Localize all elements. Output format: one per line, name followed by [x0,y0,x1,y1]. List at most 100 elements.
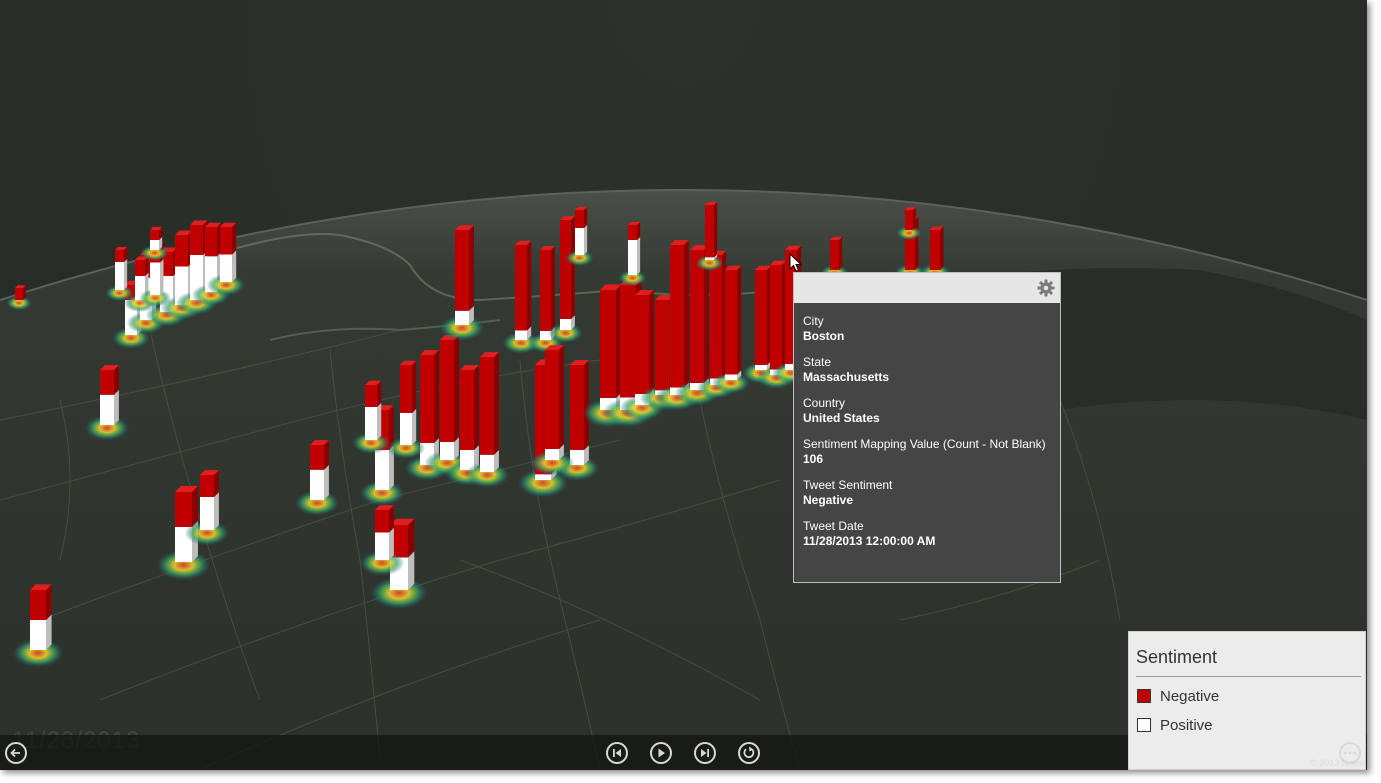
column-bar[interactable] [294,440,340,516]
negative-segment [755,270,767,365]
skip-back-button[interactable] [606,742,628,764]
skip-forward-button[interactable] [694,742,716,764]
column-bar[interactable] [12,584,64,668]
positive-segment-side [584,445,589,465]
field-label: City [803,314,824,328]
negative-segment [575,210,584,228]
negative-segment [100,370,114,395]
column-bar[interactable] [6,285,32,311]
column-cap [628,221,641,225]
positive-segment [515,330,527,340]
column-bar[interactable] [618,221,647,287]
negative-segment [115,250,124,262]
negative-segment-side [124,246,128,262]
positive-segment-side [637,236,641,275]
column-bar[interactable] [501,240,541,354]
play-button[interactable] [650,742,672,764]
heat-glow [695,254,724,272]
column-bar[interactable] [464,352,510,488]
column-bar[interactable] [359,505,405,576]
column-bar[interactable] [554,360,600,481]
column-cap [930,226,944,230]
heat-glow [517,468,569,498]
positive-segment-side [408,551,415,590]
column-bar[interactable] [711,265,751,394]
more-options-button[interactable] [1339,742,1361,764]
field-label: Country [803,396,846,410]
field-state: State Massachusetts [803,355,1051,385]
heat-glow [294,490,340,516]
negative-segment [175,492,192,527]
column-bar[interactable] [206,222,246,296]
negative-segment [220,227,232,255]
column-bar[interactable] [547,216,584,343]
column-cap [100,365,119,370]
back-button[interactable] [5,742,27,764]
map-viewport[interactable]: 11/28/2013 City Bo [0,0,1367,770]
heat-glow [386,437,426,459]
positive-segment [375,450,389,490]
positive-segment-side [114,389,119,425]
column-bar[interactable] [370,518,428,610]
column-cap [725,265,742,270]
column-bar[interactable] [351,380,391,454]
positive-segment [220,254,232,282]
heat-glow [501,332,541,354]
negative-segment [400,365,412,413]
positive-segment [115,262,124,290]
loop-button[interactable] [738,742,760,764]
column-bar[interactable] [184,470,230,546]
back-arrow-icon [10,748,20,758]
column-bar[interactable] [439,225,485,341]
legend-title: Sentiment [1136,647,1218,667]
column-bar[interactable] [84,365,130,441]
negative-segment-side [940,226,944,270]
field-value: Negative [803,493,854,507]
column-cap [175,486,198,492]
copyright-text: © 2013 Nokia [1310,758,1365,768]
column-bar[interactable] [896,207,922,241]
column-bar[interactable] [140,226,169,262]
column-cap [600,284,622,290]
column-cap [480,352,499,357]
legend-swatch-positive [1137,718,1151,732]
positive-segment-side [412,408,417,445]
column-cap [365,380,382,385]
column-cap [30,584,52,590]
legend-item-positive[interactable]: Positive [1137,716,1213,734]
loop-icon [743,746,755,759]
heat-glow [105,284,134,302]
heat-glow [359,550,405,576]
negative-segment [515,245,527,331]
negative-segment [770,265,782,370]
column-bar[interactable] [386,360,426,459]
field-city: City Boston [803,314,1051,344]
field-label: Sentiment Mapping Value (Count - Not Bla… [803,437,1046,451]
negative-segment [310,445,324,470]
gear-icon[interactable] [1036,278,1056,298]
negative-segment-side [584,360,589,450]
column-bar[interactable] [565,206,594,267]
positive-segment-side [232,250,237,282]
column-bar[interactable] [529,345,575,476]
negative-segment [710,255,722,379]
column-cap [830,236,843,240]
negative-segment-side [434,350,439,443]
negative-segment-side [46,584,52,620]
negative-segment [150,230,159,240]
positive-segment [460,450,474,470]
column-cap [400,360,417,365]
column-cap [755,265,772,270]
column-bar[interactable] [105,246,134,302]
legend-item-negative[interactable]: Negative [1137,687,1219,705]
field-value: 106 [803,452,824,466]
column-bar[interactable] [695,201,724,272]
column-cap [375,505,394,510]
negative-segment [190,225,203,255]
positive-segment [30,620,46,650]
negative-segment-side [377,380,382,407]
column-bar[interactable] [156,486,211,581]
column-cap [785,245,802,250]
positive-segment-side [571,315,575,330]
field-country: Country United States [803,396,1051,426]
